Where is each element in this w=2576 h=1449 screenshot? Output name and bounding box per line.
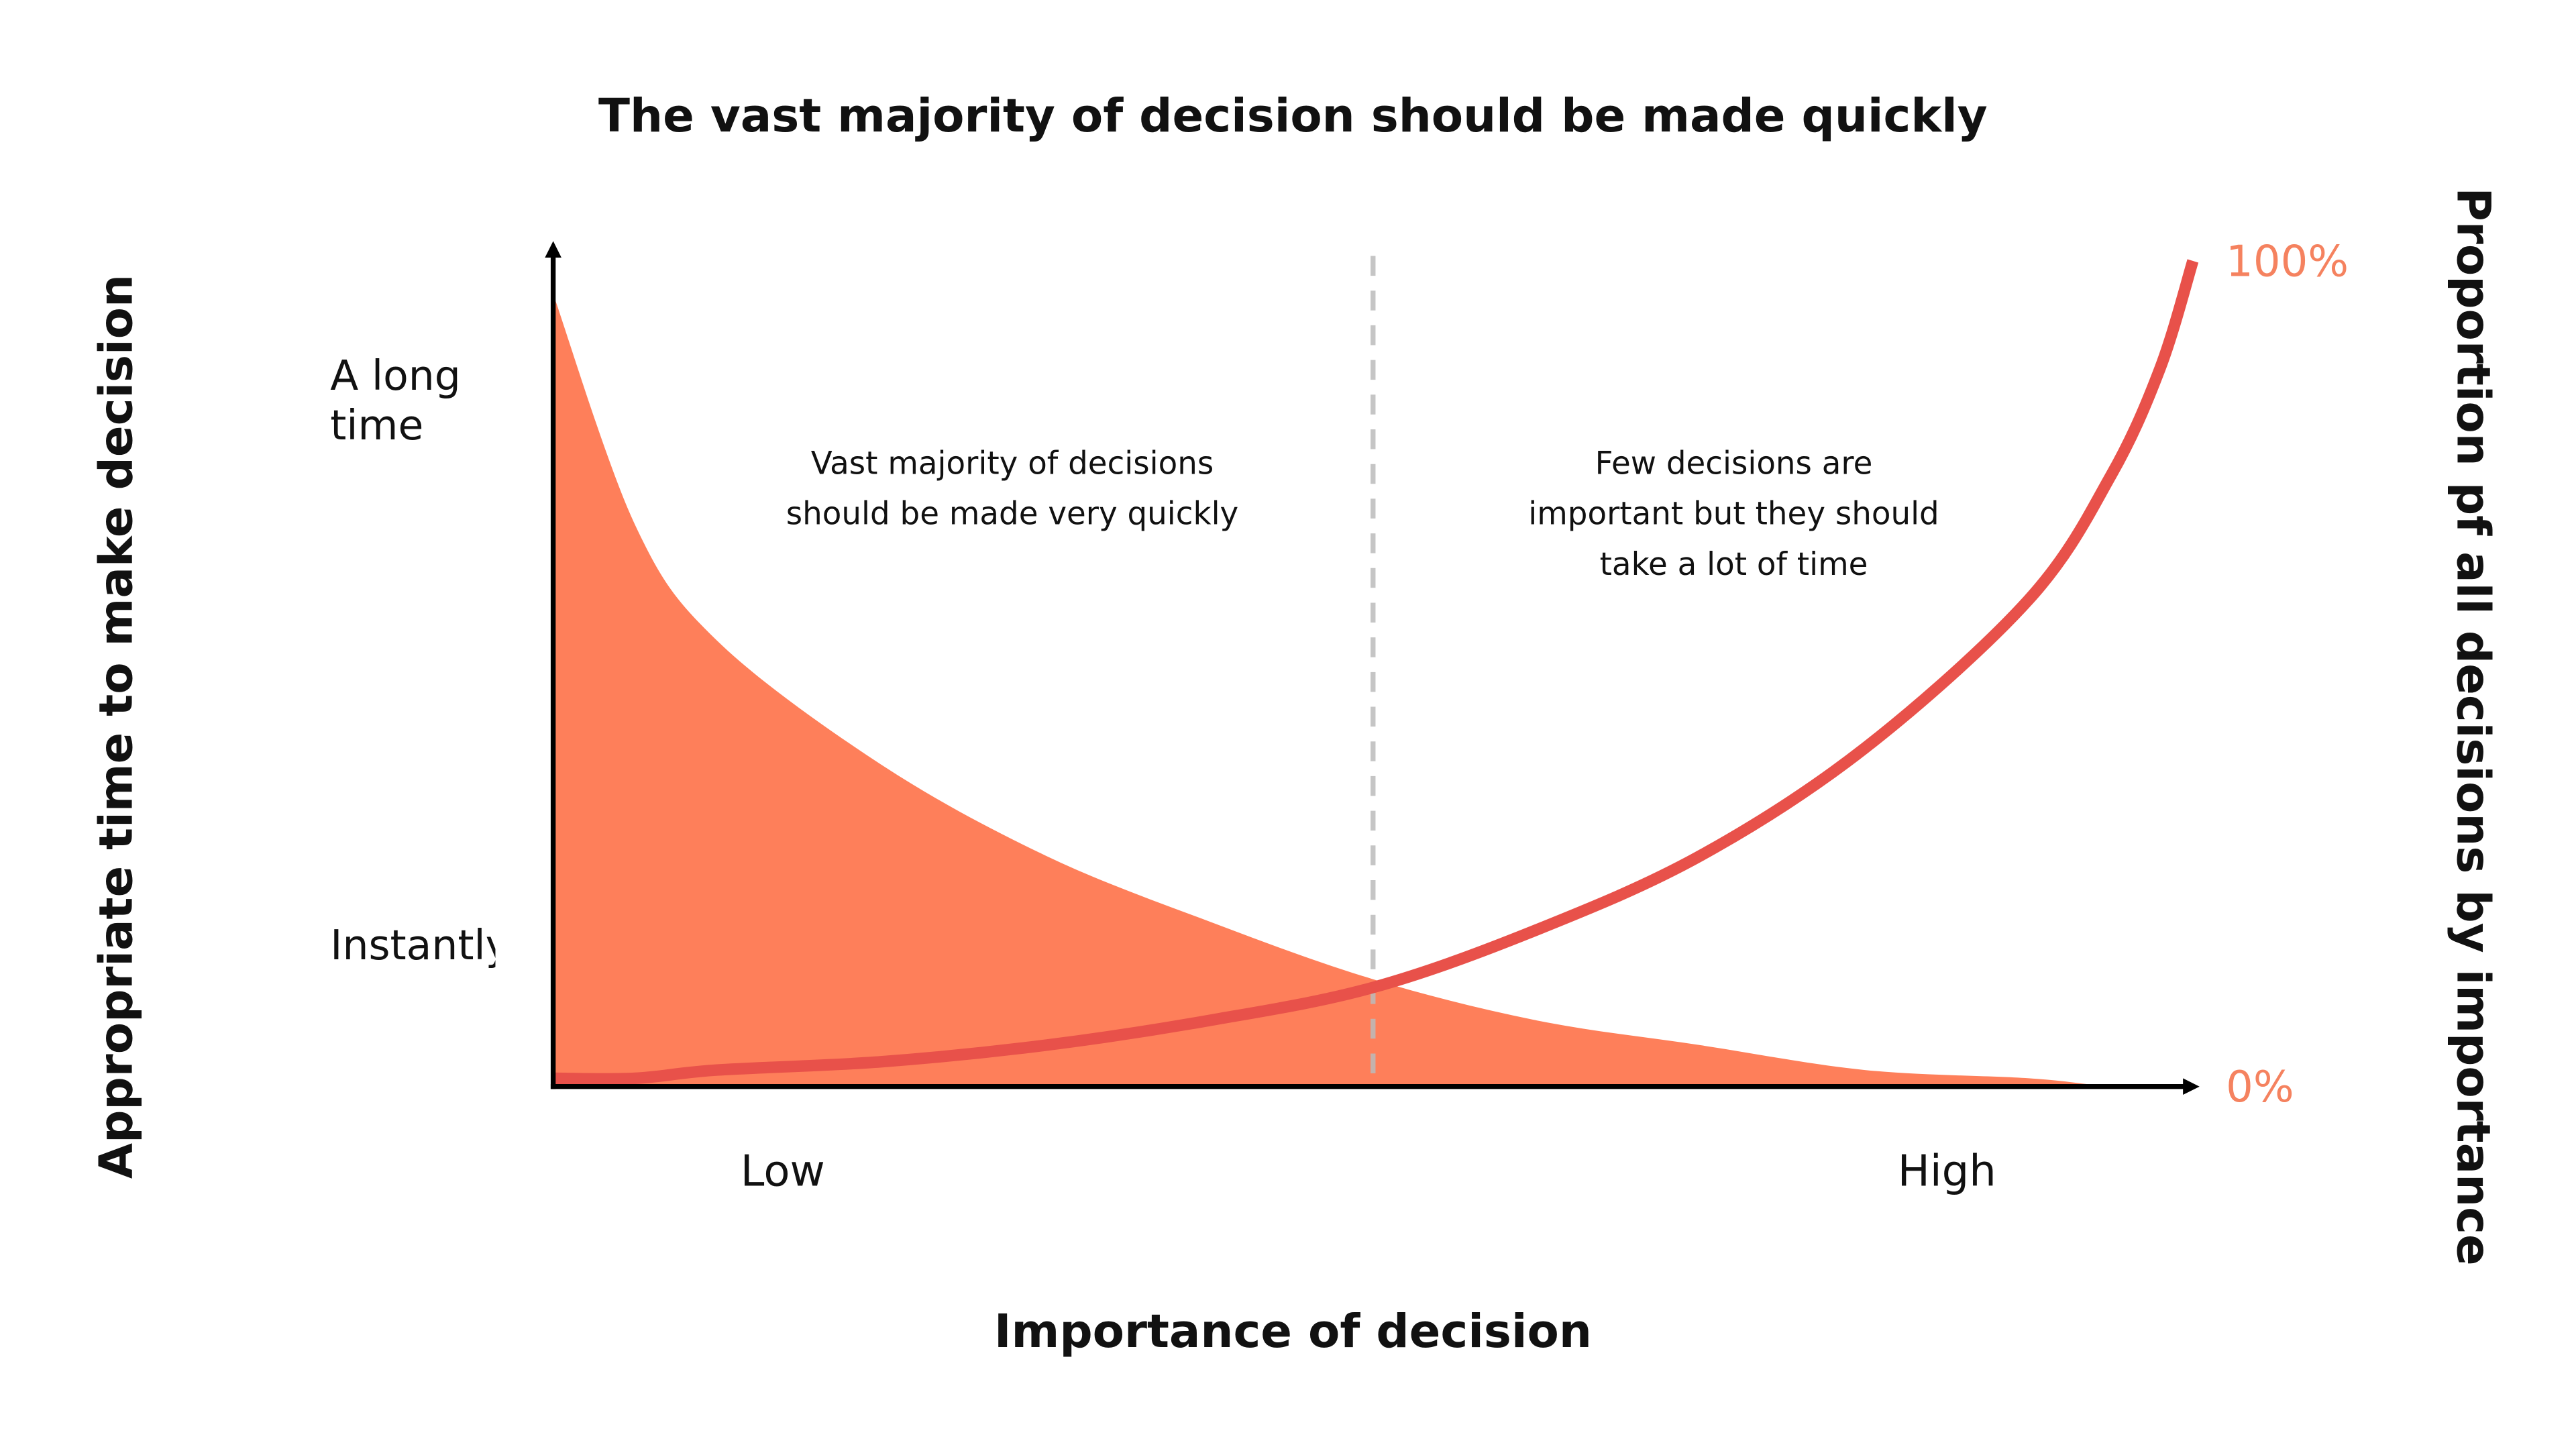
y2-tick-label: 0% (2226, 1063, 2294, 1112)
chart-title: The vast majority of decision should be … (598, 89, 1988, 143)
line (553, 259, 2199, 1085)
x-axis-arrow (2183, 1078, 2200, 1095)
y2-tick-label: 100% (2226, 237, 2349, 286)
area (553, 294, 2193, 1087)
annotation: take a lot of time (1600, 547, 1868, 583)
x-tick-label: Low (741, 1147, 825, 1197)
y-axis-arrow (545, 241, 561, 258)
y-tick: A long time (231, 335, 496, 468)
y2-axis-label: Proportion pf all decisions by importanc… (2446, 187, 2500, 1265)
annotation: Few decisions are (1595, 446, 1873, 482)
y-axis-label: Appropriate time to make decision (89, 274, 143, 1179)
y-tick-wrap: Instantly (231, 880, 496, 1012)
x-tick-label: High (1898, 1147, 1996, 1197)
annotation: important but they should (1528, 496, 1939, 533)
annotation: Vast majority of decisions (811, 446, 1214, 482)
x-axis-label: Importance of decision (994, 1305, 1592, 1358)
annotation: should be made very quickly (786, 496, 1238, 533)
y-tick: Instantly (231, 880, 496, 1012)
y-tick-label: Instantly (330, 921, 496, 969)
y-tick-label: A long time (330, 352, 461, 449)
y-tick-wrap: A long time (231, 335, 496, 468)
